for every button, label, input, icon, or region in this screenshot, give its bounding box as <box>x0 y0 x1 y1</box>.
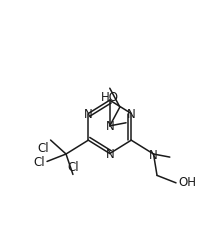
Text: Cl: Cl <box>67 161 79 174</box>
Text: HO: HO <box>101 91 119 104</box>
Text: N: N <box>127 108 136 120</box>
Text: N: N <box>84 108 93 120</box>
Text: Cl: Cl <box>34 155 45 168</box>
Text: Cl: Cl <box>37 142 49 154</box>
Text: N: N <box>105 120 114 133</box>
Text: N: N <box>105 147 114 160</box>
Text: OH: OH <box>179 176 197 188</box>
Text: N: N <box>149 148 158 161</box>
